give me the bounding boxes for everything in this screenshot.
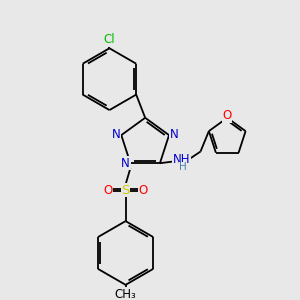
Text: CH₃: CH₃ [115,288,136,300]
Text: S: S [122,184,130,197]
Text: N: N [112,128,121,141]
Text: Cl: Cl [103,33,115,46]
Text: O: O [223,109,232,122]
Text: NH: NH [172,153,190,166]
Text: N: N [121,157,130,170]
Text: H: H [179,162,187,172]
Text: O: O [103,184,113,197]
Text: O: O [138,184,148,197]
Text: N: N [169,128,178,141]
